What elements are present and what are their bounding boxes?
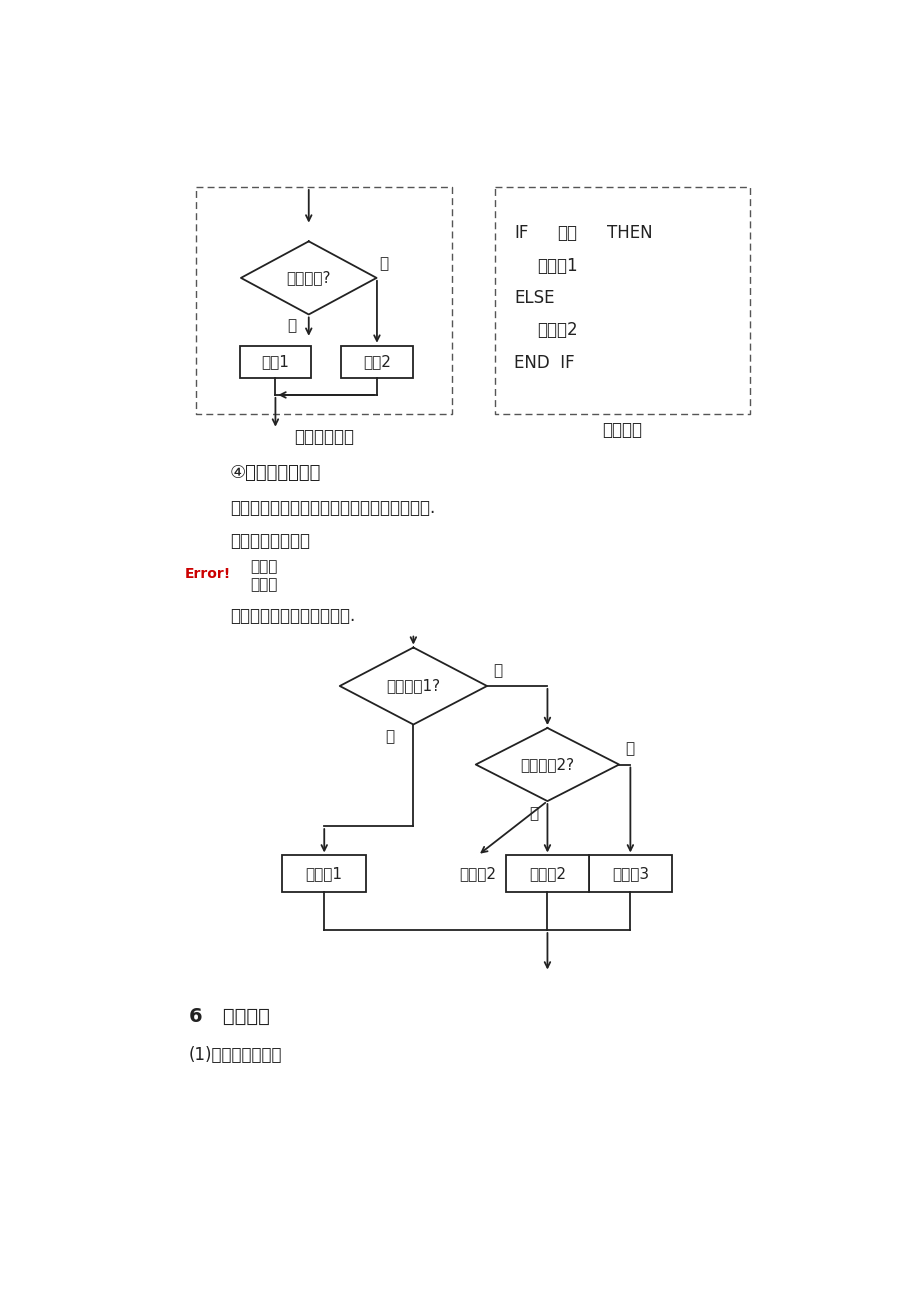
Text: END  IF: END IF [514, 354, 574, 371]
Text: 件语句: 件语句 [250, 577, 278, 591]
Text: 条件语句的嵌套是条件结构嵌套的实现和表达.: 条件语句的嵌套是条件结构嵌套的实现和表达. [230, 499, 435, 517]
Text: 条件: 条件 [556, 224, 576, 242]
Text: 其一般格式如下：: 其一般格式如下： [230, 533, 310, 549]
Text: 步骤1: 步骤1 [261, 354, 289, 370]
Text: THEN: THEN [607, 224, 652, 242]
Text: 语句体2: 语句体2 [459, 866, 495, 881]
Text: 步骤2: 步骤2 [363, 354, 391, 370]
Text: 否: 否 [625, 742, 634, 756]
Text: 满足条件2?: 满足条件2? [520, 756, 573, 772]
Text: IF: IF [514, 224, 528, 242]
Text: 否: 否 [380, 256, 389, 272]
Text: 是: 是 [287, 318, 296, 333]
Text: 语句体3: 语句体3 [611, 866, 648, 881]
Bar [341, 345, 412, 378]
Text: 对应的程序框图如下图所示.: 对应的程序框图如下图所示. [230, 607, 355, 625]
Text: 满足条件1?: 满足条件1? [386, 678, 440, 694]
Text: ELSE: ELSE [514, 289, 554, 307]
Text: Error!: Error! [185, 566, 231, 581]
Text: 6   循环语句: 6 循环语句 [188, 1006, 269, 1026]
Text: 语句体1: 语句体1 [305, 866, 343, 881]
Bar [240, 345, 311, 378]
Bar [588, 855, 672, 892]
Text: 外层条: 外层条 [250, 559, 278, 574]
Text: ④条件语句的嵌套: ④条件语句的嵌套 [230, 465, 321, 482]
Text: (1)循环语句的功能: (1)循环语句的功能 [188, 1046, 282, 1064]
Text: 满足条件?: 满足条件? [286, 271, 331, 285]
Text: 条件结构框图: 条件结构框图 [294, 428, 354, 447]
Text: 否: 否 [493, 663, 502, 678]
Text: 是: 是 [528, 806, 538, 822]
Text: 条件语句: 条件语句 [602, 421, 642, 439]
Text: 是: 是 [385, 729, 394, 745]
Text: 语句体2: 语句体2 [528, 866, 565, 881]
Bar [505, 855, 589, 892]
Text: 语句体1: 语句体1 [537, 256, 577, 275]
Text: 语句体2: 语句体2 [537, 322, 577, 340]
Bar [282, 855, 366, 892]
